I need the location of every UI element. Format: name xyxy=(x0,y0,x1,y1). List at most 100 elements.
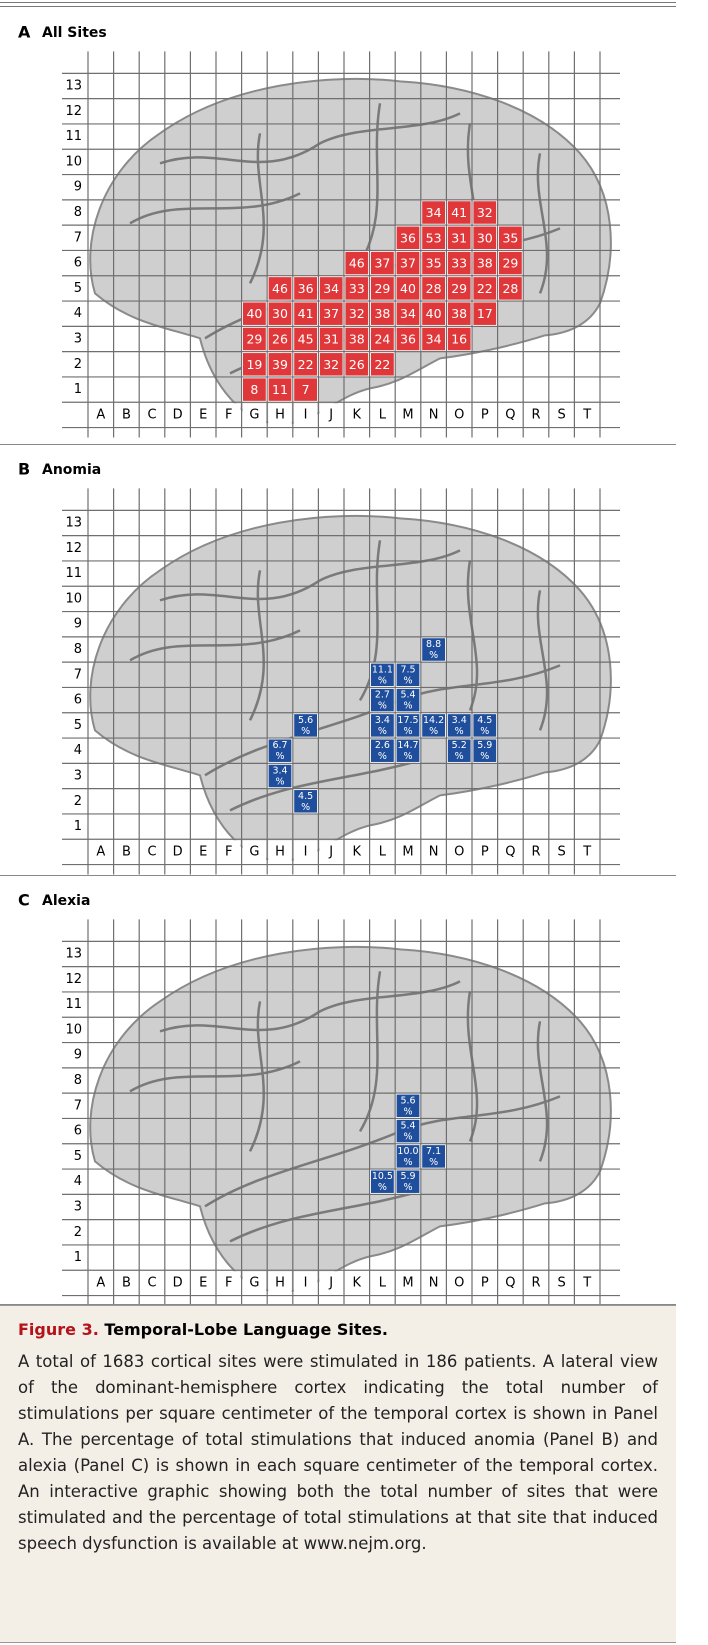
column-label: A xyxy=(96,407,105,422)
cell-value: 36 xyxy=(400,332,416,347)
panel-title: Anomia xyxy=(42,462,101,478)
cell-value: 24 xyxy=(374,332,390,347)
cell-value: 38 xyxy=(477,256,493,271)
cell-unit: % xyxy=(275,777,284,788)
caption-title: Temporal-Lobe Language Sites. xyxy=(104,1320,388,1339)
cell-value: 8 xyxy=(250,382,258,397)
cell-value: 7.5 xyxy=(400,664,415,675)
row-label: 12 xyxy=(65,972,82,987)
cell-unit: % xyxy=(378,701,387,712)
column-label: N xyxy=(429,407,439,422)
top-rule xyxy=(0,2,676,7)
column-label: R xyxy=(531,1275,540,1290)
cell-value: 8.8 xyxy=(426,639,441,650)
cell-unit: % xyxy=(301,726,310,737)
cell-value: 26 xyxy=(272,332,288,347)
cell-unit: % xyxy=(429,726,438,737)
column-label: T xyxy=(582,844,591,859)
cell-unit: % xyxy=(403,701,412,712)
column-label: N xyxy=(429,1275,439,1290)
row-label: 9 xyxy=(74,1048,82,1063)
column-label: C xyxy=(147,844,156,859)
cell-unit: % xyxy=(429,650,438,661)
cell-value: 3.4 xyxy=(272,766,287,777)
cell-value: 22 xyxy=(477,281,493,296)
row-label: 4 xyxy=(74,306,82,321)
cell-value: 10.5 xyxy=(372,1171,393,1182)
panel-letter: B xyxy=(18,460,30,479)
column-label: C xyxy=(147,1275,156,1290)
cell-unit: % xyxy=(403,726,412,737)
column-label: H xyxy=(275,407,285,422)
cell-value: 2.7 xyxy=(375,690,390,701)
column-label: S xyxy=(557,1275,565,1290)
cell-value: 34 xyxy=(323,281,339,296)
cell-unit: % xyxy=(480,751,489,762)
cell-unit: % xyxy=(378,751,387,762)
cell-value: 45 xyxy=(298,332,314,347)
row-label: 2 xyxy=(74,357,82,372)
row-label: 6 xyxy=(74,256,82,271)
cell-value: 2.6 xyxy=(375,740,390,751)
row-label: 1 xyxy=(74,819,82,834)
row-label: 5 xyxy=(74,281,82,296)
row-label: 7 xyxy=(74,667,82,682)
cell-unit: % xyxy=(480,726,489,737)
cell-value: 4.5 xyxy=(477,715,492,726)
column-label: S xyxy=(557,407,565,422)
column-label: G xyxy=(249,844,259,859)
column-label: O xyxy=(454,407,464,422)
row-label: 5 xyxy=(74,1149,82,1164)
cell-value: 17.5 xyxy=(397,715,418,726)
cell-value: 41 xyxy=(451,205,467,220)
column-label: N xyxy=(429,844,439,859)
column-label: O xyxy=(454,1275,464,1290)
cell-value: 38 xyxy=(374,306,390,321)
row-label: 7 xyxy=(74,1098,82,1113)
cell-value: 32 xyxy=(477,205,493,220)
cell-unit: % xyxy=(275,751,284,762)
cell-unit: % xyxy=(378,675,387,686)
column-label: P xyxy=(481,844,489,859)
column-label: O xyxy=(454,844,464,859)
cell-value: 40 xyxy=(246,306,262,321)
cell-value: 46 xyxy=(349,256,365,271)
column-label: B xyxy=(122,1275,131,1290)
column-label: Q xyxy=(505,407,515,422)
column-label: P xyxy=(481,1275,489,1290)
brain-image xyxy=(90,947,611,1292)
cell-value: 5.4 xyxy=(400,1121,415,1132)
row-label: 11 xyxy=(65,997,82,1012)
column-label: L xyxy=(379,407,387,422)
row-label: 9 xyxy=(74,180,82,195)
cell-value: 30 xyxy=(272,306,288,321)
caption-label: Figure 3. xyxy=(18,1320,99,1339)
cell-value: 14.2 xyxy=(423,715,444,726)
row-label: 9 xyxy=(74,617,82,632)
column-label: A xyxy=(96,1275,105,1290)
row-label: 11 xyxy=(65,566,82,581)
column-label: Q xyxy=(505,1275,515,1290)
row-label: 7 xyxy=(74,230,82,245)
column-label: K xyxy=(353,407,362,422)
cell-value: 22 xyxy=(298,357,314,372)
row-label: 3 xyxy=(74,332,82,347)
cell-value: 11 xyxy=(272,382,288,397)
cell-value: 4.5 xyxy=(298,791,313,802)
row-label: 13 xyxy=(65,79,82,94)
row-label: 2 xyxy=(74,794,82,809)
column-label: T xyxy=(582,407,591,422)
column-label: B xyxy=(122,407,131,422)
cell-value: 36 xyxy=(298,281,314,296)
column-label: F xyxy=(225,844,232,859)
column-label: G xyxy=(249,407,259,422)
row-label: 13 xyxy=(65,947,82,962)
row-label: 1 xyxy=(74,1250,82,1265)
cell-value: 5.4 xyxy=(400,690,415,701)
column-label: I xyxy=(304,407,308,422)
column-label: D xyxy=(173,407,183,422)
column-label: B xyxy=(122,844,131,859)
row-label: 10 xyxy=(65,1022,82,1037)
cell-value: 31 xyxy=(323,332,339,347)
cell-value: 34 xyxy=(400,306,416,321)
